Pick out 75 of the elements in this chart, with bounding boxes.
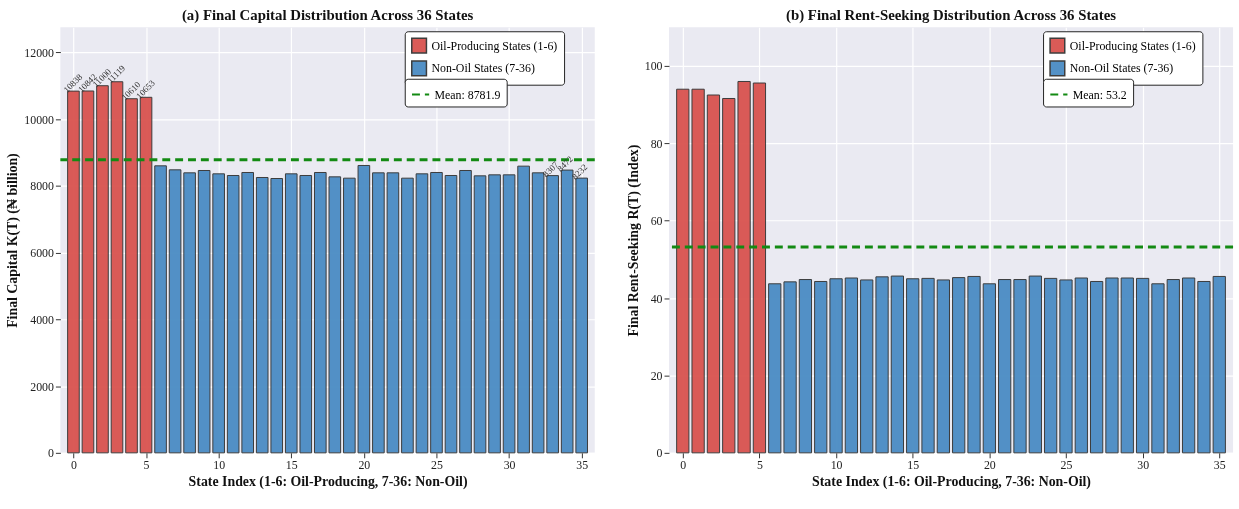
bar <box>875 276 889 454</box>
bar <box>1166 279 1180 454</box>
bar <box>906 278 920 454</box>
bar <box>982 283 996 454</box>
bar <box>998 279 1012 454</box>
chart-title: (b) Final Rent-Seeking Distribution Across 36 States <box>785 7 1117 25</box>
y-tick-label: 6000 <box>30 246 54 261</box>
x-tick-label: 15 <box>907 458 920 473</box>
bar <box>488 174 501 454</box>
legend-label: Oil-Producing States (1-6) <box>1069 38 1196 53</box>
bar <box>844 277 859 454</box>
bar <box>952 277 966 454</box>
bar <box>1028 275 1042 454</box>
y-tick-label: 100 <box>644 59 663 74</box>
x-tick-label: 20 <box>358 458 371 473</box>
x-tick-label: 30 <box>1137 458 1150 473</box>
bar <box>110 81 124 454</box>
bar <box>1105 277 1119 454</box>
x-tick-label: 25 <box>1060 458 1073 473</box>
x-tick-label: 30 <box>503 458 516 473</box>
bar <box>125 98 138 454</box>
y-tick-label: 8000 <box>30 179 54 194</box>
legend-label: Oil-Producing States (1-6) <box>431 38 558 53</box>
bar <box>444 175 458 454</box>
y-tick-label: 2000 <box>30 379 54 394</box>
bar <box>752 82 767 454</box>
bar <box>430 171 443 454</box>
x-tick-label: 5 <box>143 458 150 473</box>
bar <box>1074 277 1088 454</box>
y-tick-label: 40 <box>650 291 663 306</box>
bar <box>967 275 981 454</box>
x-tick-label: 15 <box>285 458 298 473</box>
bar <box>1120 277 1134 454</box>
bar <box>1013 279 1027 454</box>
bar <box>921 277 935 454</box>
x-axis-title: State Index (1-6: Oil-Producing, 7-36: Non-Oil) <box>812 474 1091 490</box>
x-tick-label: 5 <box>756 458 763 473</box>
legend-label: Mean: 53.2 <box>1072 87 1127 102</box>
bar <box>96 85 109 454</box>
x-tick-label: 0 <box>70 458 77 473</box>
y-tick-label: 0 <box>656 446 663 461</box>
bar <box>890 275 904 454</box>
bar <box>798 279 813 454</box>
x-tick-label: 20 <box>983 458 996 473</box>
y-tick-label: 80 <box>650 136 663 151</box>
y-axis-title: Final Rent-Seeking R(T) (Index) <box>625 144 642 337</box>
bar <box>706 94 721 454</box>
bar <box>936 279 950 454</box>
y-tick-label: 12000 <box>24 45 54 60</box>
bar <box>1181 277 1196 454</box>
y-axis-title: Final Capital K(T) (₦ billion) <box>5 153 22 328</box>
bar <box>1151 283 1165 454</box>
bar <box>1090 280 1104 454</box>
y-tick-label: 0 <box>48 446 54 461</box>
y-tick-label: 20 <box>650 368 663 383</box>
x-tick-label: 10 <box>830 458 843 473</box>
y-tick-label: 4000 <box>30 312 54 327</box>
x-tick-label: 35 <box>1213 458 1226 473</box>
bar <box>473 175 487 454</box>
x-tick-label: 0 <box>680 458 687 473</box>
x-tick-label: 35 <box>576 458 589 473</box>
bar <box>1135 277 1150 454</box>
x-axis-title: State Index (1-6: Oil-Producing, 7-36: Non-Oil) <box>188 474 468 490</box>
legend-label: Non-Oil States (7-36) <box>1069 61 1174 76</box>
chart-title: (a) Final Capital Distribution Across 36 States <box>181 7 474 25</box>
x-tick-label: 25 <box>431 458 443 473</box>
y-tick-label: 10000 <box>24 112 54 127</box>
x-tick-label: 10 <box>213 458 226 473</box>
bar <box>459 169 472 454</box>
y-tick-label: 60 <box>650 214 663 229</box>
bar <box>1044 277 1058 454</box>
legend-label: Non-Oil States (7-36) <box>431 61 535 76</box>
legend-label: Mean: 8781.9 <box>434 87 501 102</box>
bar <box>1059 279 1073 454</box>
bar <box>860 279 874 454</box>
